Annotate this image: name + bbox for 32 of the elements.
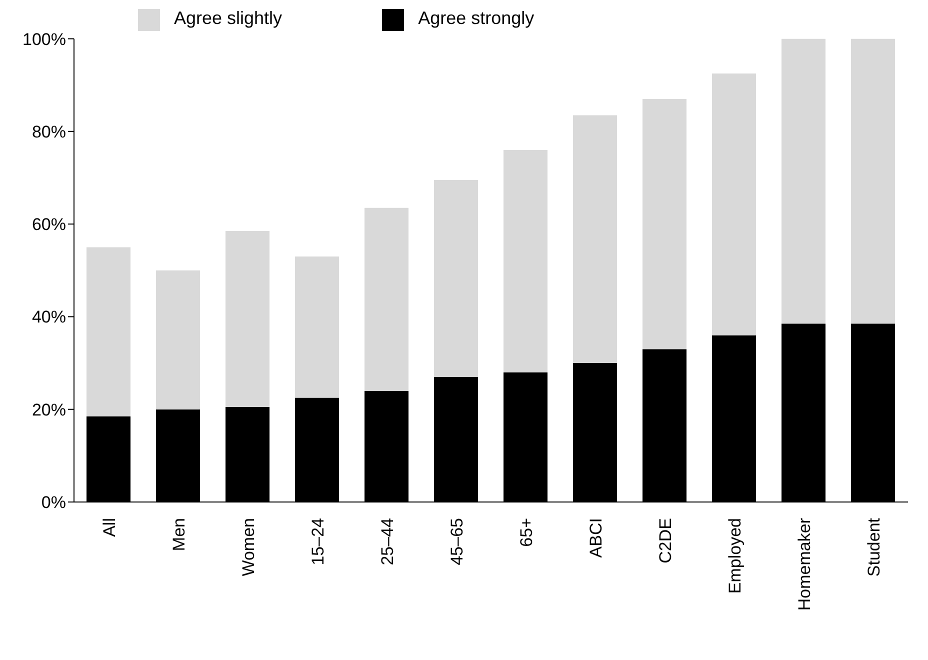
x-tick-label: All	[100, 518, 119, 537]
x-tick-label: ABCI	[586, 518, 606, 558]
x-tick-label: C2DE	[656, 518, 675, 564]
bar	[573, 115, 618, 364]
bar	[226, 231, 270, 408]
bar	[642, 98, 687, 350]
legend-label: Agree strongly	[418, 8, 534, 28]
x-tick-label: 25–44	[378, 518, 397, 566]
bar	[782, 38, 826, 324]
x-tick-label: 65+	[516, 518, 536, 547]
bar	[851, 38, 896, 324]
y-tick-label: 40%	[32, 308, 66, 327]
y-tick-label: 80%	[32, 122, 66, 142]
bar	[434, 180, 478, 377]
y-tick-label: 60%	[32, 215, 66, 234]
bar	[156, 270, 200, 410]
bar	[712, 74, 756, 336]
x-tick-label: Men	[169, 518, 188, 552]
x-tick-label: Student	[864, 518, 884, 577]
y-tick-label: 20%	[32, 400, 66, 420]
bar	[504, 150, 548, 372]
bar	[295, 256, 340, 398]
bar	[364, 208, 409, 391]
y-tick-label: 100%	[22, 30, 66, 49]
x-tick-label: Women	[238, 518, 258, 576]
x-tick-label: 15–24	[308, 518, 328, 566]
legend-label: Agree slightly	[174, 8, 282, 28]
x-tick-label: Homemaker	[794, 518, 814, 611]
x-tick-label: 45–65	[447, 518, 466, 566]
bar	[86, 247, 131, 416]
y-tick-label: 0%	[41, 493, 66, 512]
x-tick-label: Employed	[725, 518, 744, 594]
